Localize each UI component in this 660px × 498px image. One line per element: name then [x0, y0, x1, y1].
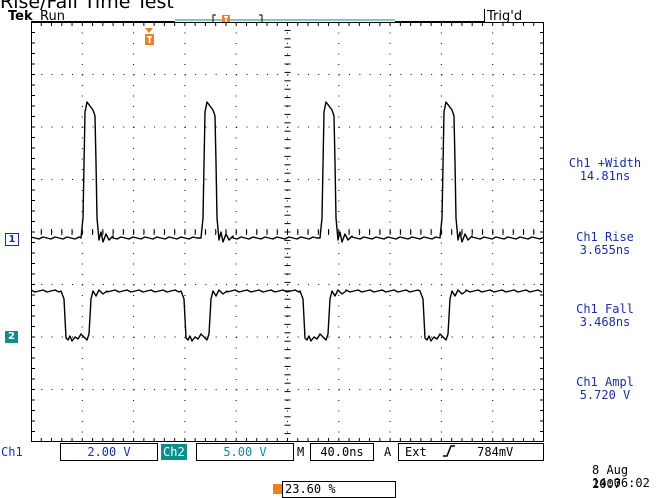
timebase-label: M [297, 445, 305, 459]
trigger-source: Ext [405, 445, 427, 459]
date-stamp: 8 Aug 2007 [592, 463, 629, 491]
graticule [31, 22, 544, 442]
time-stamp: 14:06:02 [592, 476, 650, 490]
ch1-label[interactable]: Ch1 [1, 445, 23, 459]
header-divider [31, 21, 175, 22]
header-separator [484, 9, 485, 22]
ch2-label[interactable]: Ch2 [161, 444, 187, 460]
ch2-waveform [31, 289, 543, 342]
trigger-level: 784mV [477, 445, 514, 459]
measurement-label: Ch1 Ampl [576, 375, 634, 389]
tek-logo: Tek [8, 9, 33, 24]
measurement-readout: Ch1 Rise 3.655ns [550, 231, 660, 257]
run-status: Run [40, 9, 65, 24]
waveform-display[interactable] [31, 22, 544, 442]
measurement-label: Ch1 Fall [576, 302, 634, 316]
status-bar: Ch1 2.00 V Ch2 5.00 V M 40.0ns A Ext 784… [0, 443, 545, 461]
trigger-position-readout[interactable]: 23.60 % [273, 481, 396, 498]
rising-edge-icon [442, 445, 455, 457]
trigger-status: Trig'd [487, 9, 523, 24]
measurement-value: 3.655ns [579, 243, 631, 257]
trigger-position-icon [222, 15, 230, 25]
ch1-waveform [31, 101, 544, 243]
trigger-mode-label: A [384, 445, 392, 459]
trigger-marker-icon [145, 28, 154, 45]
measurement-label: Ch1 +Width [568, 156, 642, 170]
trigger-position-value: 23.60 % [285, 482, 336, 496]
measurement-value: 14.81ns [579, 169, 631, 183]
ch2-scale[interactable]: 5.00 V [196, 443, 294, 461]
ch1-scale[interactable]: 2.00 V [60, 443, 158, 461]
measurement-value: 5.720 V [579, 388, 631, 402]
timebase-scale[interactable]: 40.0ns [310, 443, 374, 461]
measurement-readout: Ch1 +Width 14.81ns [550, 157, 660, 183]
measurement-readout: Ch1 Fall 3.468ns [550, 303, 660, 329]
header-divider [395, 21, 485, 22]
trigger-position-icon [273, 484, 282, 494]
ch1-ground-marker[interactable]: 1 [5, 233, 19, 246]
page-title: Rise/Fall Time Test [0, 0, 174, 13]
measurement-label: Ch1 Rise [576, 230, 634, 244]
measurement-value: 3.468ns [579, 315, 631, 329]
measurement-readout: Ch1 Ampl 5.720 V [550, 376, 660, 402]
trigger-readout[interactable]: Ext 784mV [398, 443, 544, 461]
ch2-ground-marker[interactable]: 2 [5, 331, 18, 343]
